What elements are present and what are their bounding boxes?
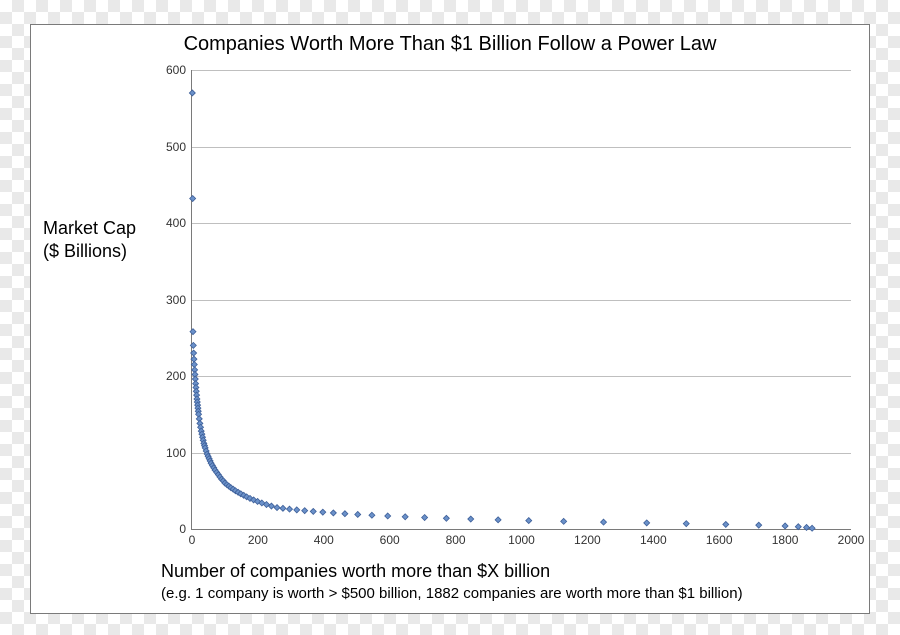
y-tick-label: 400 bbox=[166, 216, 186, 230]
data-point bbox=[468, 516, 474, 522]
data-point bbox=[280, 505, 286, 511]
data-point bbox=[330, 510, 336, 516]
y-axis-label-line1: Market Cap bbox=[43, 218, 136, 238]
data-point bbox=[189, 90, 195, 96]
x-tick-label: 400 bbox=[314, 533, 334, 547]
data-point bbox=[190, 329, 196, 335]
data-point bbox=[294, 507, 300, 513]
x-tick-label: 1200 bbox=[574, 533, 601, 547]
y-tick-label: 200 bbox=[166, 369, 186, 383]
data-point bbox=[190, 342, 196, 348]
data-point bbox=[274, 505, 280, 511]
y-tick-label: 500 bbox=[166, 140, 186, 154]
x-tick-label: 1600 bbox=[706, 533, 733, 547]
data-point bbox=[191, 362, 197, 368]
y-tick-label: 300 bbox=[166, 293, 186, 307]
chart-title: Companies Worth More Than $1 Billion Fol… bbox=[31, 33, 869, 56]
y-tick-label: 0 bbox=[179, 522, 186, 536]
data-point bbox=[302, 508, 308, 514]
y-axis-label: Market Cap ($ Billions) bbox=[43, 217, 153, 262]
x-tick-label: 200 bbox=[248, 533, 268, 547]
data-point bbox=[191, 350, 197, 356]
data-point bbox=[402, 514, 408, 520]
chart-panel: Companies Worth More Than $1 Billion Fol… bbox=[30, 24, 870, 614]
y-axis-label-line2: ($ Billions) bbox=[43, 241, 127, 261]
data-point bbox=[320, 509, 326, 515]
x-axis-label: Number of companies worth more than $X b… bbox=[161, 560, 859, 603]
data-point bbox=[443, 515, 449, 521]
data-point bbox=[782, 523, 788, 529]
x-tick-label: 1000 bbox=[508, 533, 535, 547]
data-point bbox=[723, 521, 729, 527]
data-point bbox=[795, 524, 801, 530]
y-tick-label: 100 bbox=[166, 446, 186, 460]
data-point bbox=[756, 522, 762, 528]
data-point bbox=[310, 508, 316, 514]
data-point bbox=[369, 512, 375, 518]
data-point bbox=[601, 519, 607, 525]
x-tick-label: 1800 bbox=[772, 533, 799, 547]
data-point bbox=[683, 521, 689, 527]
x-tick-label: 600 bbox=[380, 533, 400, 547]
x-tick-label: 2000 bbox=[838, 533, 865, 547]
data-point bbox=[191, 356, 197, 362]
data-point bbox=[342, 511, 348, 517]
x-tick-label: 800 bbox=[446, 533, 466, 547]
data-point bbox=[526, 518, 532, 524]
x-tick-label: 0 bbox=[189, 533, 196, 547]
y-tick-label: 600 bbox=[166, 63, 186, 77]
data-point bbox=[355, 511, 361, 517]
x-tick-label: 1400 bbox=[640, 533, 667, 547]
data-series bbox=[192, 70, 851, 529]
data-point bbox=[190, 196, 196, 202]
data-point bbox=[287, 506, 293, 512]
data-point bbox=[809, 525, 815, 531]
plot-area: 0100200300400500600020040060080010001200… bbox=[191, 70, 851, 530]
data-point bbox=[804, 524, 810, 530]
data-point bbox=[422, 515, 428, 521]
x-axis-label-sub: (e.g. 1 company is worth > $500 billion,… bbox=[161, 584, 859, 604]
data-point bbox=[385, 513, 391, 519]
data-point bbox=[644, 520, 650, 526]
data-point bbox=[561, 518, 567, 524]
x-axis-label-main: Number of companies worth more than $X b… bbox=[161, 561, 550, 581]
data-point bbox=[495, 517, 501, 523]
